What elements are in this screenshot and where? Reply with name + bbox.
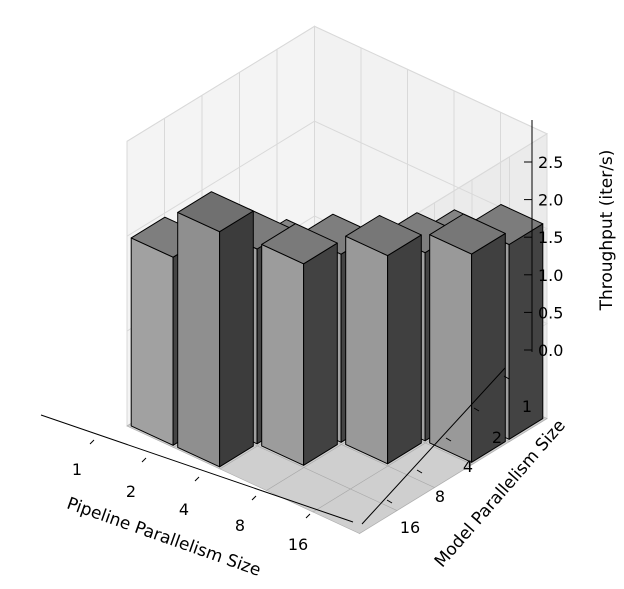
model-ticks: 1 248 16 — [386, 375, 532, 537]
pipeline-axis-line — [40, 414, 354, 523]
bar-face-side — [303, 242, 338, 466]
throughput-tick-label: 2.5 — [538, 153, 563, 172]
bar-face-top — [177, 191, 254, 233]
throughput-axis-label: Throughput (iter/s) — [597, 150, 617, 312]
model-tick-label: 2 — [492, 428, 502, 447]
throughput-tick-label: 0.5 — [538, 303, 563, 322]
grid-line — [126, 25, 549, 250]
pipeline-axis-label: Pipeline Parallelism Size — [64, 494, 263, 581]
pipeline-tick — [141, 457, 147, 463]
bar-face-top — [429, 213, 506, 255]
pipeline-tick — [251, 495, 257, 501]
throughput-tick-label: 2.0 — [538, 191, 563, 210]
bar-face-front — [429, 234, 473, 463]
pipeline-tick-label: 2 — [126, 482, 136, 501]
pipeline-tick — [89, 439, 95, 445]
bar — [429, 213, 506, 463]
bars — [130, 191, 544, 468]
pipeline-tick-label: 16 — [288, 535, 308, 554]
model-tick — [473, 407, 480, 412]
pipeline-tick — [194, 476, 200, 482]
bar — [177, 191, 254, 468]
bar-face-front — [177, 211, 221, 468]
model-tick-label: 1 — [522, 397, 532, 416]
pipeline-tick-label: 4 — [179, 500, 189, 519]
pipeline-ticks: 1 2 4 8 16 — [72, 439, 311, 554]
throughput-tick-label: 1.5 — [538, 228, 563, 247]
model-tick-label: 4 — [463, 457, 473, 476]
throughput-tick-label: 0.0 — [538, 341, 563, 360]
bar-face-front — [261, 243, 305, 466]
bar — [261, 223, 338, 466]
model-tick-label: 8 — [435, 487, 445, 506]
model-tick — [416, 469, 423, 474]
bar — [345, 215, 422, 465]
bar-face-front — [130, 237, 174, 446]
model-tick — [386, 499, 393, 504]
model-tick-label: 16 — [400, 518, 420, 537]
bar-face-top — [345, 215, 422, 257]
pipeline-tick-label: 1 — [72, 460, 82, 479]
pipeline-tick — [305, 513, 311, 519]
throughput-tick-label: 1.0 — [538, 266, 563, 285]
bar-face-side — [219, 210, 254, 468]
bar-face-front — [345, 235, 389, 465]
pipeline-tick-label: 8 — [235, 516, 245, 535]
model-axis-line — [361, 367, 506, 525]
model-tick — [445, 437, 452, 442]
throughput-ticks: 0.0 0.5 1.0 1.5 2.0 2.5 — [524, 153, 563, 360]
bar-face-side — [387, 234, 422, 465]
model-tick — [503, 375, 510, 380]
bar-face-top — [261, 223, 338, 265]
axes — [40, 120, 533, 525]
